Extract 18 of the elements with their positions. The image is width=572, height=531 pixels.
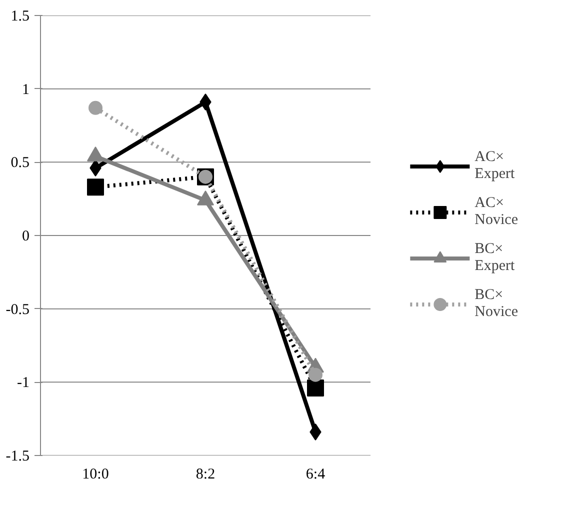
point	[308, 368, 322, 382]
y-tick-label: 0	[22, 228, 30, 244]
y-tick-label: -1	[17, 375, 30, 392]
legend-label: AC× Novice	[474, 195, 518, 229]
y-tick-label: 0.5	[10, 155, 30, 172]
point	[307, 380, 324, 397]
legend-label: BC× Expert	[474, 241, 515, 275]
y-tick-label: 1	[22, 82, 30, 98]
y-tick-label: -0.5	[6, 302, 30, 318]
point	[87, 178, 104, 196]
legend-label: AC× Expert	[474, 149, 515, 183]
x-tick-label: 10:0	[82, 466, 109, 482]
y-tick-label: 1.5	[10, 8, 30, 24]
x-tick-label: 6:4	[306, 466, 326, 482]
y-tick-label: -1.5	[6, 448, 30, 464]
point	[88, 100, 102, 115]
legend-label: BC× Novice	[474, 287, 518, 321]
x-tick-label: 8:2	[196, 466, 216, 482]
